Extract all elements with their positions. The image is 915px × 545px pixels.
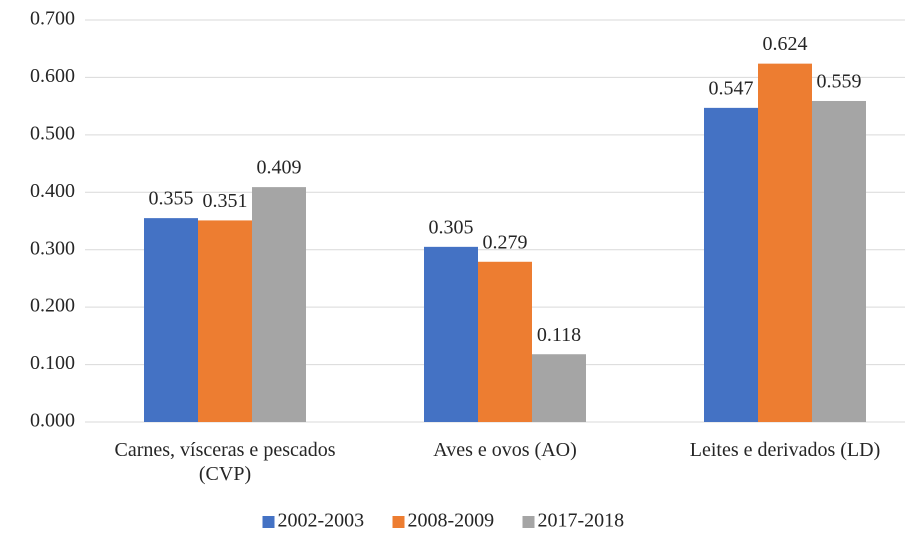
bar [478, 261, 532, 422]
x-tick-label: Aves e ovos (AO) [433, 439, 577, 461]
bar [252, 187, 306, 422]
data-label: 0.624 [763, 33, 808, 55]
data-label: 0.118 [537, 324, 581, 346]
bar [532, 354, 586, 422]
data-label: 0.305 [429, 216, 474, 238]
bar [198, 220, 252, 422]
bar [424, 246, 478, 422]
bar [812, 100, 866, 422]
y-tick-label: 0.600 [30, 65, 75, 87]
legend-label: 2017-2018 [538, 510, 625, 532]
legend-swatch [522, 516, 535, 528]
y-tick-label: 0.000 [30, 410, 75, 432]
data-label: 0.355 [149, 188, 194, 210]
data-label: 0.559 [817, 71, 862, 93]
legend-swatch [392, 516, 405, 528]
data-label: 0.351 [203, 190, 248, 212]
y-tick-label: 0.700 [30, 8, 75, 30]
y-tick-label: 0.500 [30, 122, 75, 144]
legend-swatch [262, 516, 275, 528]
y-tick-label: 0.100 [30, 352, 75, 374]
bar [758, 63, 812, 422]
y-tick-label: 0.400 [30, 180, 75, 202]
data-label: 0.547 [709, 77, 754, 99]
bar [144, 218, 198, 422]
y-tick-label: 0.300 [30, 237, 75, 259]
legend-label: 2008-2009 [408, 510, 495, 532]
y-tick-label: 0.200 [30, 295, 75, 317]
x-tick-label: Carnes, vísceras e pescados (CVP) [114, 439, 336, 485]
data-label: 0.279 [483, 231, 528, 253]
bar [704, 107, 758, 422]
x-tick-label: Leites e derivados (LD) [689, 439, 881, 461]
legend-label: 2002-2003 [278, 510, 365, 532]
data-label: 0.409 [257, 157, 302, 179]
